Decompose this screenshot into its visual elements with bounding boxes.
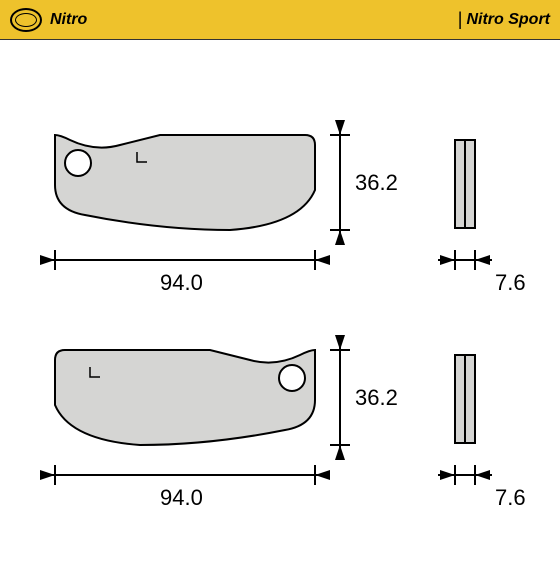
product-line-title: Nitro	[50, 11, 87, 29]
pad2-thickness-dimension: 7.6	[438, 465, 526, 510]
brand-logo-icon	[10, 8, 42, 32]
product-variant-title: Nitro Sport	[466, 11, 550, 29]
pad1-mounting-hole	[65, 150, 91, 176]
pad2-thickness-label: 7.6	[495, 485, 526, 510]
diagram-area: 36.2 94.0 7.6 36.2	[0, 40, 560, 560]
pad2-height-label: 36.2	[355, 385, 398, 410]
pad2-front-view	[55, 350, 315, 445]
pad2-height-dimension: 36.2	[330, 335, 398, 460]
pad1-side-view	[455, 140, 475, 228]
header-right: | Nitro Sport	[458, 9, 550, 30]
separator-icon: |	[458, 9, 463, 30]
pad1-front-view	[55, 135, 315, 230]
pad2-side-view	[455, 355, 475, 443]
pad1-width-dimension: 94.0	[40, 250, 330, 295]
header-left: Nitro	[10, 8, 87, 32]
pad2-width-dimension: 94.0	[40, 465, 330, 510]
header-bar: Nitro | Nitro Sport	[0, 0, 560, 40]
pad1-height-label: 36.2	[355, 170, 398, 195]
pad1-width-label: 94.0	[160, 270, 203, 295]
pad1-thickness-dimension: 7.6	[438, 250, 526, 295]
pad1-thickness-label: 7.6	[495, 270, 526, 295]
brake-pad-diagram: 36.2 94.0 7.6 36.2	[0, 40, 560, 560]
pad2-width-label: 94.0	[160, 485, 203, 510]
pad2-mounting-hole	[279, 365, 305, 391]
pad1-height-dimension: 36.2	[330, 120, 398, 245]
